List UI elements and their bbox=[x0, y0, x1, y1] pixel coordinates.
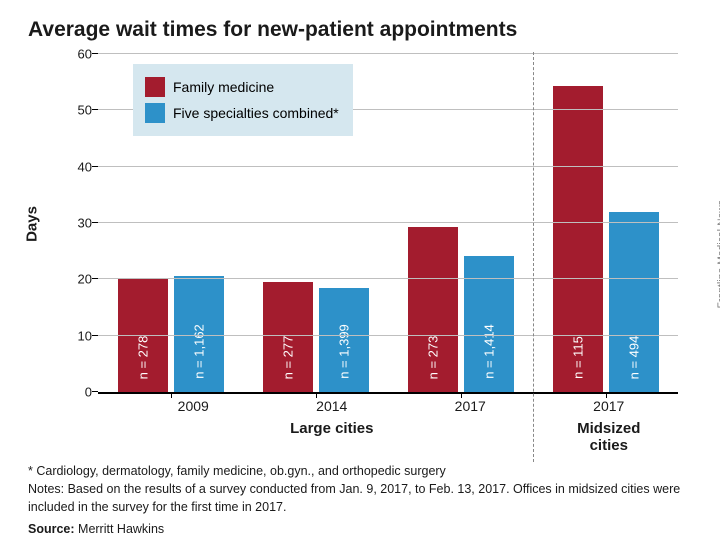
bar-group: n = 273 n = 1,414 bbox=[388, 54, 533, 392]
y-tick-label: 50 bbox=[64, 103, 92, 118]
y-tick-label: 0 bbox=[64, 385, 92, 400]
y-tick-label: 10 bbox=[64, 328, 92, 343]
x-tick-label: 2017 bbox=[540, 398, 679, 414]
bar-n-label: n = 1,162 bbox=[191, 324, 206, 379]
legend-swatch bbox=[145, 77, 165, 97]
legend-label: Five specialties combined* bbox=[173, 105, 339, 121]
x-tick-label: 2009 bbox=[124, 398, 263, 414]
bar-n-label: n = 115 bbox=[570, 336, 585, 379]
bar-specialties: n = 494 bbox=[609, 212, 659, 392]
bar-n-label: n = 273 bbox=[425, 336, 440, 380]
x-tick-label: 2017 bbox=[401, 398, 540, 414]
legend-swatch bbox=[145, 103, 165, 123]
legend-item: Family medicine bbox=[145, 74, 339, 100]
y-tick-label: 30 bbox=[64, 216, 92, 231]
legend-label: Family medicine bbox=[173, 79, 274, 95]
bar-specialties: n = 1,414 bbox=[464, 256, 514, 392]
bar-n-label: n = 494 bbox=[626, 336, 641, 380]
chart-area: Days Family medicineFive specialties com… bbox=[72, 54, 678, 394]
plot-area: Family medicine Five specialties combined… bbox=[98, 54, 678, 394]
footnote-star: * Cardiology, dermatology, family medici… bbox=[28, 462, 692, 480]
footnotes: * Cardiology, dermatology, family medici… bbox=[28, 462, 692, 539]
side-credit: Frontline Medical News bbox=[716, 200, 720, 308]
bar-family: n = 277 bbox=[263, 282, 313, 392]
source-label: Source: bbox=[28, 522, 75, 536]
bar-n-label: n = 278 bbox=[135, 336, 150, 380]
x-tick-label: 2014 bbox=[263, 398, 402, 414]
section-label-mid: Midsizedcities bbox=[540, 420, 679, 455]
y-tick-label: 40 bbox=[64, 159, 92, 174]
bar-group: n = 115 n = 494 bbox=[533, 54, 678, 392]
source-value: Merritt Hawkins bbox=[78, 522, 164, 536]
legend: Family medicine Five specialties combined… bbox=[133, 64, 353, 136]
y-tick-label: 60 bbox=[64, 47, 92, 62]
bar-n-label: n = 1,414 bbox=[481, 324, 496, 379]
bar-family: n = 115 bbox=[553, 86, 603, 392]
y-axis-label: Days bbox=[24, 206, 41, 242]
bar-family: n = 273 bbox=[408, 227, 458, 392]
bar-n-label: n = 1,399 bbox=[336, 324, 351, 379]
section-divider bbox=[533, 52, 534, 462]
x-section-labels: Large cities Midsizedcities bbox=[124, 420, 678, 455]
section-label-large: Large cities bbox=[124, 420, 540, 455]
x-year-labels: 2009201420172017 bbox=[124, 392, 678, 414]
source-line: Source: Merritt Hawkins bbox=[28, 520, 692, 538]
chart-container: Average wait times for new-patient appoi… bbox=[0, 0, 720, 552]
bar-specialties: n = 1,399 bbox=[319, 288, 369, 392]
legend-item: Five specialties combined* bbox=[145, 100, 339, 126]
bar-n-label: n = 277 bbox=[280, 336, 295, 380]
footnote-notes: Notes: Based on the results of a survey … bbox=[28, 480, 692, 516]
y-tick-label: 20 bbox=[64, 272, 92, 287]
chart-title: Average wait times for new-patient appoi… bbox=[28, 18, 692, 42]
